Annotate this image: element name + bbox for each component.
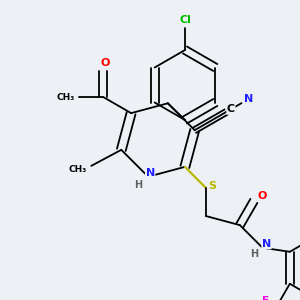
Text: C: C: [227, 104, 235, 114]
Text: N: N: [244, 94, 253, 104]
Text: CH₃: CH₃: [56, 93, 74, 102]
Text: F: F: [262, 296, 269, 300]
Text: H: H: [250, 249, 259, 259]
Text: O: O: [257, 191, 267, 201]
Text: N: N: [262, 239, 271, 249]
Text: Cl: Cl: [179, 15, 191, 25]
Text: O: O: [101, 58, 110, 68]
Text: H: H: [134, 180, 142, 190]
Text: CH₃: CH₃: [68, 165, 86, 174]
Text: S: S: [208, 181, 216, 191]
Text: N: N: [146, 168, 155, 178]
